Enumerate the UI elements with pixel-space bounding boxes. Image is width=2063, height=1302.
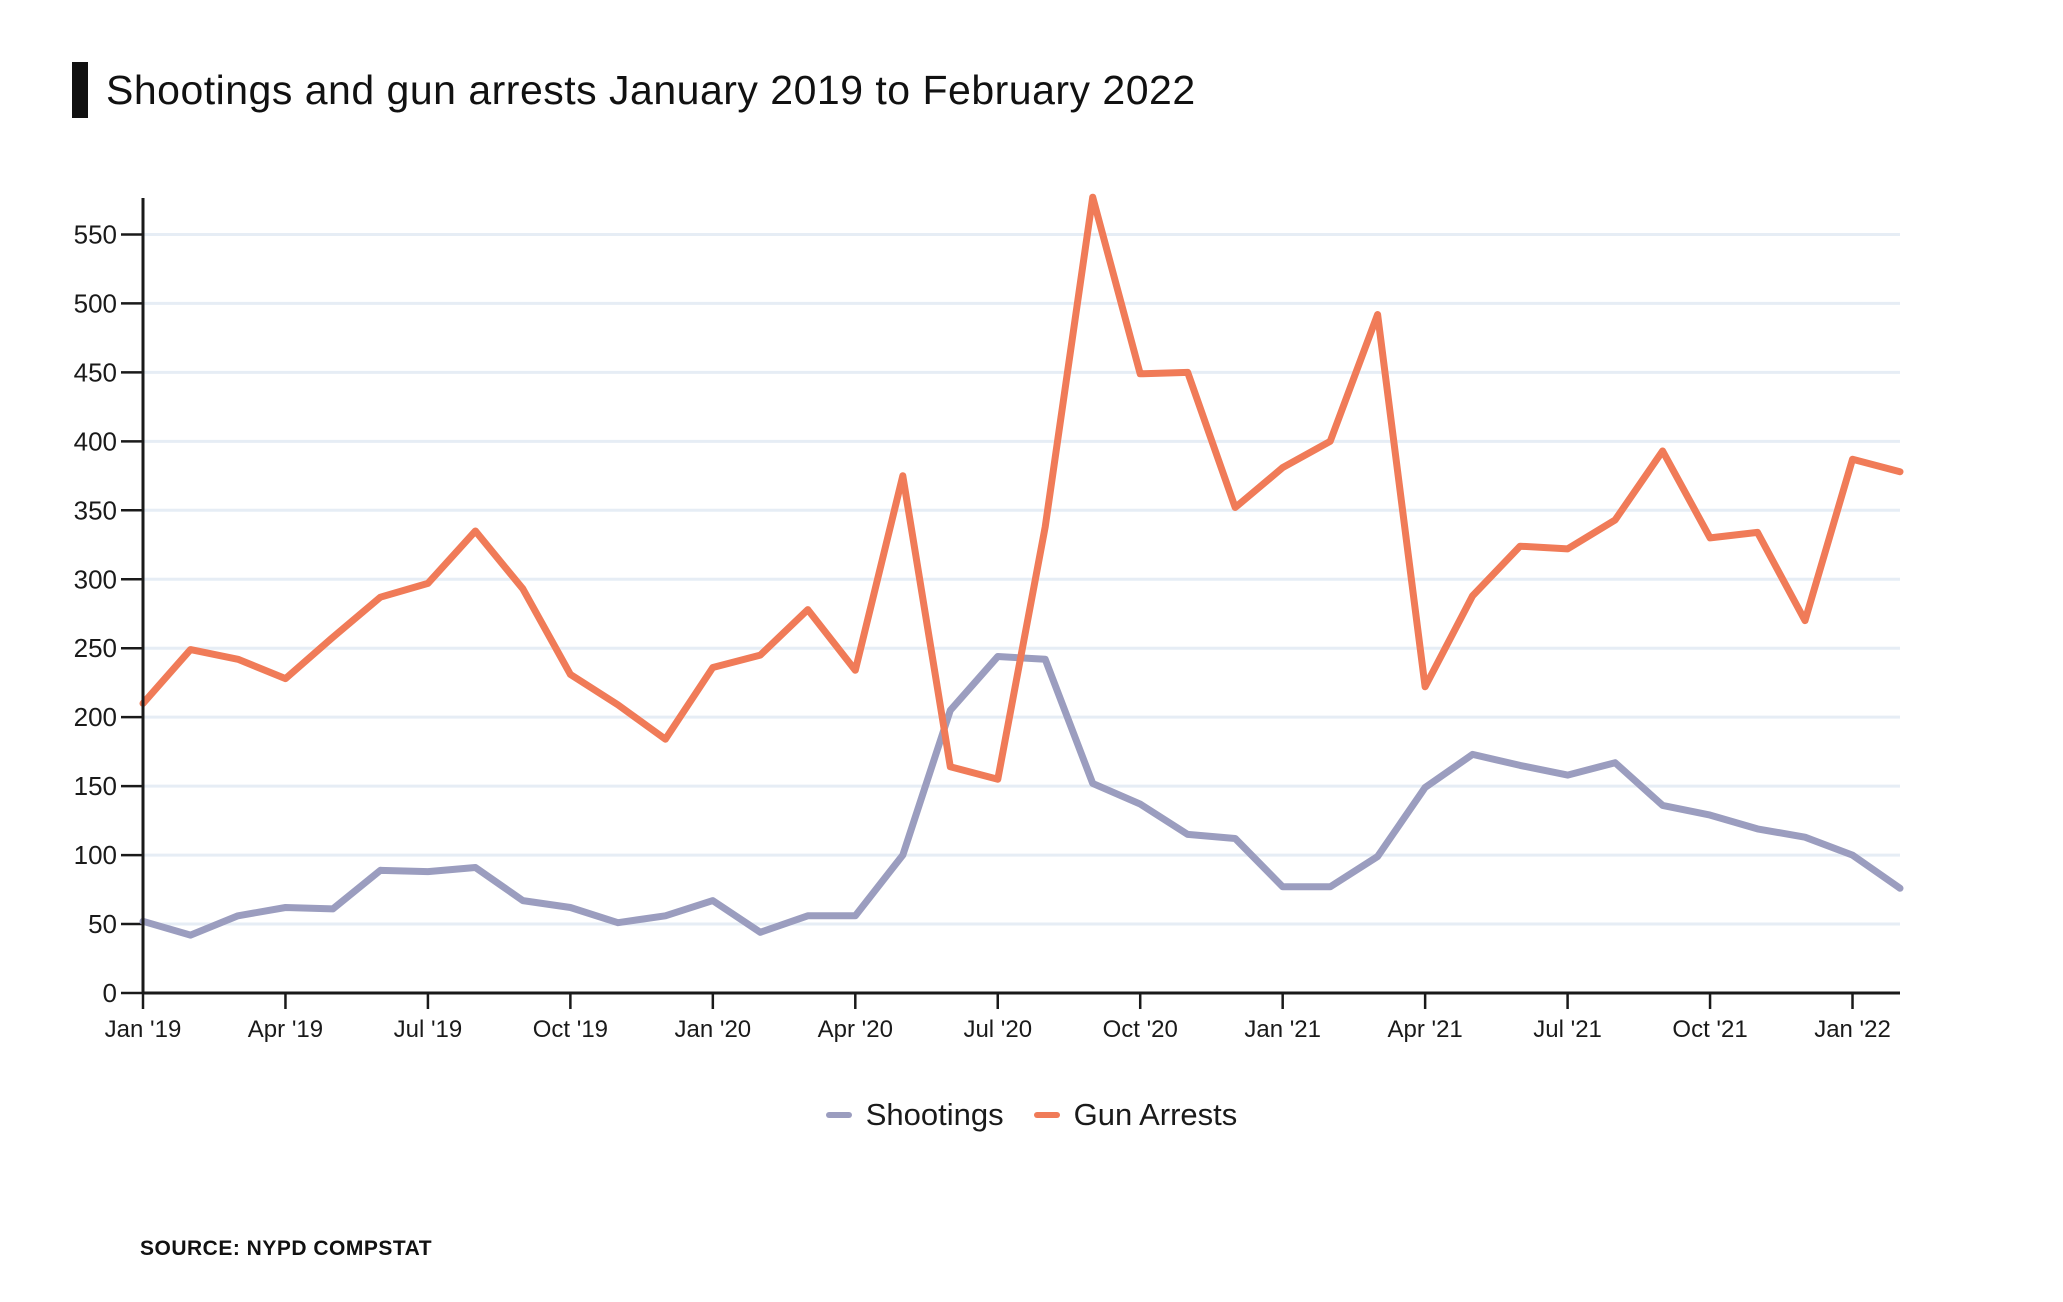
y-tick-label-250: 250 [74,633,117,663]
y-tick-label-50: 50 [88,909,117,939]
y-tick-label-150: 150 [74,771,117,801]
legend-item-gun-arrests: Gun Arrests [1033,1097,1238,1133]
series-line-gun-arrests [139,193,1904,783]
series-line-shootings [139,653,1904,939]
y-tick-label-0: 0 [103,978,117,1008]
x-axis-ticks: Jan '19 Apr '19 Jul '19 Oct '19 Jan '20 Apr '… [105,993,1891,1043]
x-tick-label-27: Apr '21 [1387,1016,1462,1043]
legend-label-shootings: Shootings [865,1097,1004,1132]
x-tick-label-9: Oct '19 [533,1016,608,1043]
y-tick-label-500: 500 [74,288,117,318]
x-tick-label-24: Jan '21 [1244,1016,1321,1043]
gridlines [143,232,1900,926]
series-lines [139,193,1904,939]
x-tick-label-30: Jul '21 [1533,1016,1602,1043]
y-tick-label-350: 350 [74,495,117,525]
x-tick-label-3: Apr '19 [248,1016,323,1043]
legend-swatch-gun-arrests [1033,1112,1060,1118]
x-tick-label-33: Oct '21 [1672,1016,1747,1043]
x-tick-label-0: Jan '19 [105,1016,182,1043]
x-tick-label-6: Jul '19 [394,1016,463,1043]
y-tick-label-450: 450 [74,357,117,387]
x-tick-label-15: Apr '20 [818,1016,893,1043]
source-note: SOURCE: NYPD COMPSTAT [140,1237,433,1260]
y-tick-label-200: 200 [74,702,117,732]
chart-title: Shootings and gun arrests January 2019 t… [106,66,1196,113]
x-tick-label-36: Jan '22 [1814,1016,1891,1043]
legend-label-gun-arrests: Gun Arrests [1073,1097,1238,1132]
y-tick-label-550: 550 [74,219,117,249]
y-tick-label-300: 300 [74,564,117,594]
x-tick-label-18: Jul '20 [963,1016,1032,1043]
legend-swatch-shootings [825,1112,852,1118]
y-tick-label-400: 400 [74,426,117,456]
y-tick-label-100: 100 [74,840,117,870]
legend-item-shootings: Shootings [825,1097,1004,1133]
chart-legend: Shootings Gun Arrests [0,1097,2063,1133]
x-tick-label-12: Jan '20 [675,1016,752,1043]
chart-title-block: Shootings and gun arrests January 2019 t… [72,62,1196,118]
y-axis-ticks: 0 50 100 150 200 250 300 350 400 450 500 550 [74,219,143,1008]
title-accent-bar [72,62,88,118]
x-tick-label-21: Oct '20 [1103,1016,1178,1043]
